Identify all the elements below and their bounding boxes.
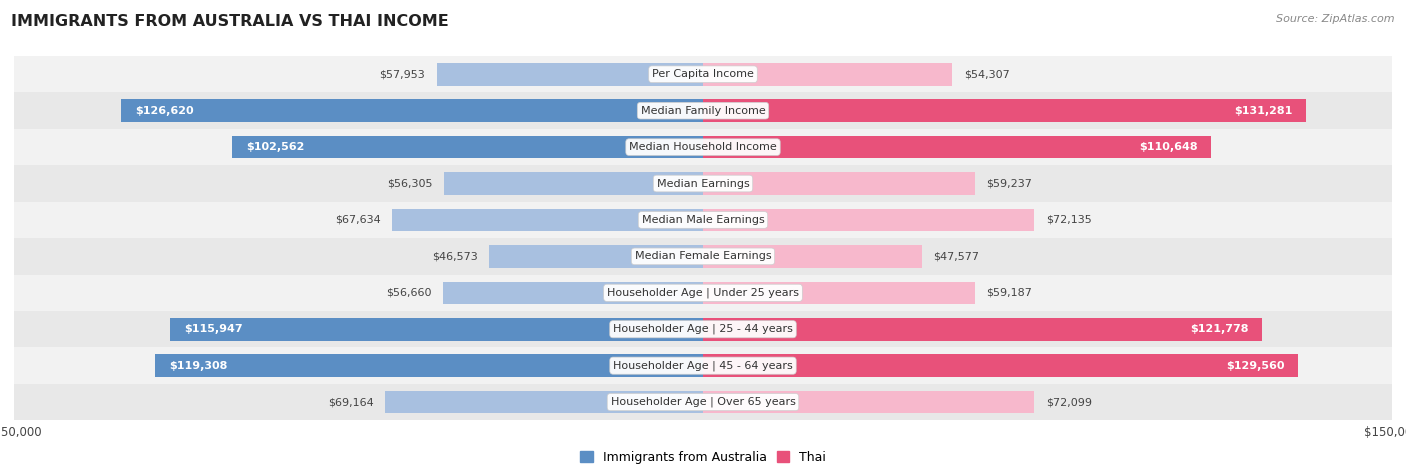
Text: $110,648: $110,648 <box>1139 142 1198 152</box>
Bar <box>489 245 703 268</box>
Bar <box>703 99 1306 122</box>
Bar <box>14 311 1392 347</box>
Bar <box>155 354 703 377</box>
Text: $121,778: $121,778 <box>1189 324 1249 334</box>
Bar <box>703 209 1035 231</box>
Bar <box>703 136 1211 158</box>
Text: IMMIGRANTS FROM AUSTRALIA VS THAI INCOME: IMMIGRANTS FROM AUSTRALIA VS THAI INCOME <box>11 14 449 29</box>
Bar <box>443 282 703 304</box>
Text: Source: ZipAtlas.com: Source: ZipAtlas.com <box>1277 14 1395 24</box>
Text: $102,562: $102,562 <box>246 142 304 152</box>
Text: $131,281: $131,281 <box>1234 106 1292 116</box>
Bar <box>14 56 1392 92</box>
Text: $47,577: $47,577 <box>934 251 979 262</box>
Bar <box>14 347 1392 384</box>
Bar <box>121 99 703 122</box>
Text: $56,660: $56,660 <box>385 288 432 298</box>
Bar <box>392 209 703 231</box>
Text: $115,947: $115,947 <box>184 324 243 334</box>
Bar <box>703 318 1263 340</box>
Text: Householder Age | 25 - 44 years: Householder Age | 25 - 44 years <box>613 324 793 334</box>
Text: $57,953: $57,953 <box>380 69 426 79</box>
Text: $59,187: $59,187 <box>987 288 1032 298</box>
Bar <box>703 354 1298 377</box>
Text: Householder Age | Under 25 years: Householder Age | Under 25 years <box>607 288 799 298</box>
Text: Median Male Earnings: Median Male Earnings <box>641 215 765 225</box>
Bar <box>703 282 974 304</box>
Text: $126,620: $126,620 <box>135 106 194 116</box>
Bar <box>14 202 1392 238</box>
Text: Median Household Income: Median Household Income <box>628 142 778 152</box>
Bar <box>232 136 703 158</box>
Text: Median Family Income: Median Family Income <box>641 106 765 116</box>
Bar <box>14 92 1392 129</box>
Bar <box>703 63 952 85</box>
Bar <box>444 172 703 195</box>
Bar <box>14 129 1392 165</box>
Bar <box>703 172 976 195</box>
Text: $54,307: $54,307 <box>965 69 1010 79</box>
Text: $67,634: $67,634 <box>335 215 381 225</box>
Legend: Immigrants from Australia, Thai: Immigrants from Australia, Thai <box>575 446 831 467</box>
Text: Per Capita Income: Per Capita Income <box>652 69 754 79</box>
Bar <box>170 318 703 340</box>
Text: Householder Age | 45 - 64 years: Householder Age | 45 - 64 years <box>613 361 793 371</box>
Bar <box>14 384 1392 420</box>
Text: $69,164: $69,164 <box>328 397 374 407</box>
Bar <box>14 275 1392 311</box>
Text: $56,305: $56,305 <box>388 178 433 189</box>
Text: Householder Age | Over 65 years: Householder Age | Over 65 years <box>610 397 796 407</box>
Text: $46,573: $46,573 <box>432 251 478 262</box>
Text: $129,560: $129,560 <box>1226 361 1284 371</box>
Text: Median Female Earnings: Median Female Earnings <box>634 251 772 262</box>
Bar <box>437 63 703 85</box>
Bar <box>703 245 921 268</box>
Bar <box>703 391 1035 413</box>
Text: Median Earnings: Median Earnings <box>657 178 749 189</box>
Bar <box>385 391 703 413</box>
Text: $119,308: $119,308 <box>169 361 228 371</box>
Bar <box>14 165 1392 202</box>
Text: $72,099: $72,099 <box>1046 397 1091 407</box>
Text: $72,135: $72,135 <box>1046 215 1091 225</box>
Bar <box>14 238 1392 275</box>
Text: $59,237: $59,237 <box>987 178 1032 189</box>
